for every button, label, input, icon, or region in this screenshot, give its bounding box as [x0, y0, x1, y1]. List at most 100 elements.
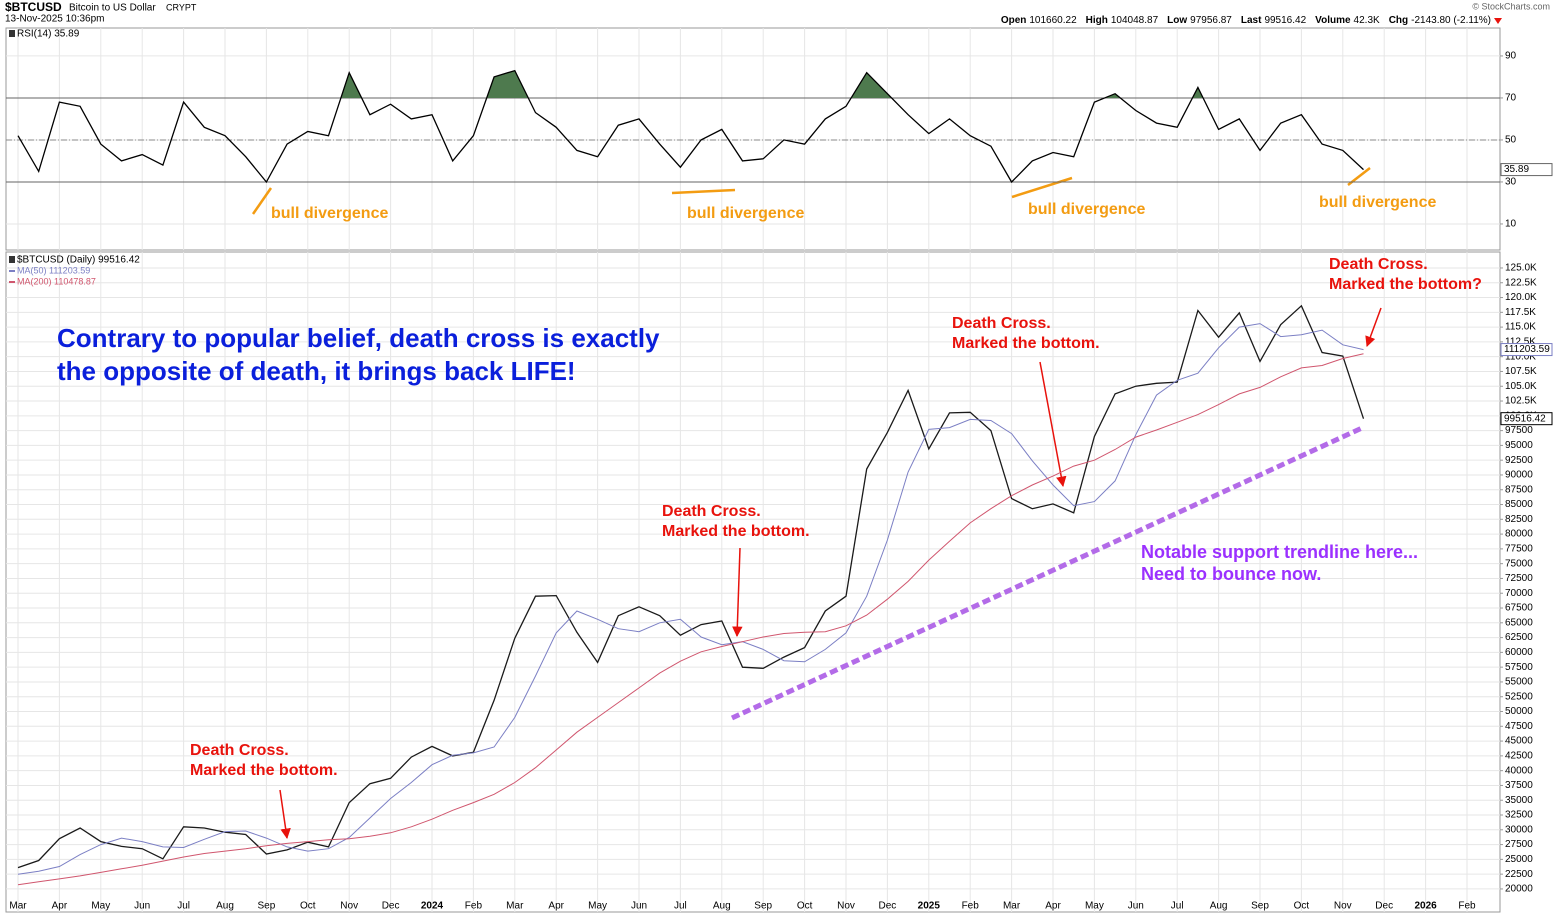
down-indicator	[1494, 18, 1502, 24]
x-tick-label: Nov	[837, 901, 855, 912]
grid-layer	[6, 28, 1500, 912]
annotation: Death Cross.	[1329, 256, 1428, 273]
x-tick-label: Oct	[797, 901, 813, 912]
y-tick-label: 67500	[1505, 603, 1533, 614]
annotation: Marked the bottom.	[662, 523, 810, 540]
quote-value: 97956.87	[1190, 15, 1232, 26]
x-tick-label: Jul	[177, 901, 190, 912]
x-tick-label: Feb	[465, 901, 483, 912]
copyright: © StockCharts.com	[1472, 1, 1550, 11]
annotation: Marked the bottom?	[1329, 276, 1482, 293]
y-tick-label: 120.0K	[1505, 292, 1537, 303]
y-tick-label: 32500	[1505, 810, 1533, 821]
annotation: Marked the bottom.	[952, 335, 1100, 352]
annotation: bull divergence	[271, 205, 388, 222]
x-tick-label: Aug	[216, 901, 234, 912]
series-line	[17, 323, 1364, 875]
x-tick-label: May	[588, 901, 607, 912]
y-tick-label: 50000	[1505, 706, 1533, 717]
y-tick-label: 107.5K	[1505, 366, 1537, 377]
x-tick-label: Apr	[548, 901, 564, 912]
x-tick-label: Sep	[1251, 901, 1269, 912]
y-tick-label: 50	[1505, 135, 1517, 146]
quote-label: Volume	[1315, 15, 1351, 26]
x-tick-label: Mar	[9, 901, 27, 912]
y-tick-label: 87500	[1505, 484, 1533, 495]
x-tick-label: Nov	[1334, 901, 1352, 912]
arrow	[1365, 307, 1382, 347]
divergence-line	[1011, 176, 1073, 199]
x-tick-label: Apr	[52, 901, 68, 912]
quote-label: High	[1086, 15, 1108, 26]
x-tick-label: Jun	[134, 901, 150, 912]
rsi-title: RSI(14) 35.89	[17, 29, 80, 40]
arrow	[1039, 361, 1067, 488]
annotation: Contrary to popular belief, death cross …	[57, 323, 660, 353]
y-tick-label: 40000	[1505, 765, 1533, 776]
last-value-label: 99516.42	[1504, 413, 1546, 424]
x-tick-label: Oct	[300, 901, 316, 912]
series-line	[17, 353, 1364, 886]
annotation: Death Cross.	[952, 315, 1051, 332]
legend-swatch	[9, 270, 15, 272]
x-tick-label: Sep	[754, 901, 772, 912]
y-tick-label: 72500	[1505, 573, 1533, 584]
legend-entry: MA(200) 110478.87	[17, 276, 96, 286]
y-tick-label: 20000	[1505, 884, 1533, 895]
y-tick-label: 37500	[1505, 780, 1533, 791]
annotation: Death Cross.	[190, 742, 289, 759]
y-tick-label: 30000	[1505, 824, 1533, 835]
y-tick-label: 65000	[1505, 617, 1533, 628]
x-tick-label: Nov	[340, 901, 358, 912]
quote-value: 104048.87	[1111, 15, 1159, 26]
y-tick-label: 102.5K	[1505, 396, 1537, 407]
annotation: Need to bounce now.	[1141, 564, 1321, 584]
y-tick-label: 25000	[1505, 854, 1533, 865]
y-tick-label: 52500	[1505, 691, 1533, 702]
y-tick-label: 90	[1505, 51, 1517, 62]
divergence-line	[671, 188, 736, 195]
annotation: bull divergence	[1319, 194, 1436, 211]
y-tick-label: 97500	[1505, 425, 1533, 436]
annotation: bull divergence	[1028, 201, 1145, 218]
price-panel-frame	[5, 251, 1501, 913]
last-value-box	[1500, 412, 1553, 426]
y-tick-label: 62500	[1505, 632, 1533, 643]
y-tick-label: 22500	[1505, 869, 1533, 880]
y-tick-label: 115.0K	[1505, 322, 1536, 333]
y-tick-label: 57500	[1505, 662, 1533, 673]
last-value-box	[1500, 163, 1553, 177]
support-trendline	[730, 425, 1364, 721]
x-tick-label: 2024	[421, 901, 444, 912]
quote-value: 99516.42	[1264, 15, 1306, 26]
y-tick-label: 45000	[1505, 736, 1533, 747]
legend-swatch	[9, 281, 15, 283]
x-tick-label: Feb	[962, 901, 980, 912]
y-tick-label: 10	[1505, 219, 1517, 230]
x-tick-label: Dec	[382, 901, 400, 912]
y-tick-label: 77500	[1505, 544, 1533, 555]
y-tick-label: 80000	[1505, 529, 1533, 540]
y-tick-label: 35000	[1505, 795, 1533, 806]
y-tick-label: 105.0K	[1505, 381, 1537, 392]
quote-label: Open	[1001, 15, 1027, 26]
legend-icon	[9, 30, 15, 37]
quote-label: Chg	[1389, 15, 1408, 26]
x-tick-label: Dec	[879, 901, 897, 912]
y-tick-label: 27500	[1505, 839, 1533, 850]
x-tick-label: Jul	[1171, 901, 1184, 912]
y-tick-label: 82500	[1505, 514, 1533, 525]
divergence-line	[251, 187, 273, 215]
y-tick-label: 112.5K	[1505, 337, 1536, 348]
y-tick-label: 55000	[1505, 677, 1533, 688]
x-tick-label: Aug	[1210, 901, 1228, 912]
x-tick-label: Sep	[258, 901, 276, 912]
y-tick-label: 92500	[1505, 455, 1533, 466]
quote-value: 42.3K	[1354, 15, 1380, 26]
y-tick-label: 70	[1505, 93, 1517, 104]
annotation: Notable support trendline here...	[1141, 542, 1418, 562]
legend-entry: $BTCUSD (Daily) 99516.42	[17, 255, 140, 266]
quote-value: 101660.22	[1029, 15, 1077, 26]
symbol: $BTCUSD	[5, 0, 62, 14]
